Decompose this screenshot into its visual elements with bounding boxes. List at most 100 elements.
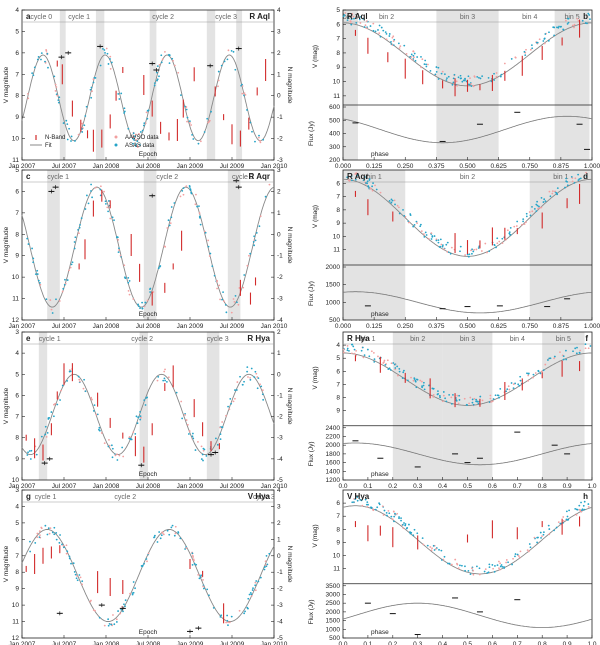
survey-point — [468, 253, 471, 256]
survey-point — [32, 257, 35, 260]
x-tick-label: 0.750 — [522, 323, 539, 330]
flux-tick-label: 500 — [329, 635, 340, 642]
survey-point — [442, 558, 445, 561]
survey-point — [227, 405, 230, 408]
survey-point — [205, 455, 208, 457]
survey-point — [424, 59, 427, 62]
survey-point — [128, 293, 131, 296]
flux-tick-label: 500 — [329, 117, 340, 124]
survey-point — [372, 182, 374, 185]
y-tick-label: 8 — [15, 435, 19, 442]
survey-point — [548, 190, 551, 193]
survey-point — [501, 237, 504, 240]
survey-point — [266, 563, 269, 566]
survey-point — [191, 552, 194, 555]
panel-letter: f — [585, 334, 588, 343]
survey-point — [516, 220, 519, 223]
flux-tick-label: 3000 — [326, 591, 341, 598]
survey-point — [575, 513, 578, 516]
cycle-band — [236, 10, 243, 160]
survey-point — [158, 531, 161, 533]
survey-point — [202, 449, 205, 452]
survey-point — [49, 299, 52, 301]
survey-point — [198, 577, 201, 580]
survey-point — [186, 116, 189, 119]
y-tick-label: 5 — [336, 7, 340, 14]
survey-point — [478, 76, 480, 79]
survey-point — [143, 122, 146, 125]
survey-point — [401, 523, 404, 526]
survey-point — [32, 261, 35, 264]
survey-point — [473, 76, 476, 78]
survey-point — [393, 515, 396, 518]
survey-point — [36, 269, 39, 272]
x-tick-label: 0.375 — [428, 323, 445, 330]
survey-point — [578, 351, 581, 354]
survey-point — [219, 426, 222, 429]
x-axis-label: Epoch — [139, 311, 158, 318]
survey-point — [29, 458, 32, 460]
flux-fit-curve — [342, 115, 593, 144]
plot-frame — [21, 489, 275, 639]
survey-point — [477, 402, 480, 405]
survey-point — [495, 72, 498, 74]
survey-point — [542, 40, 545, 42]
survey-point — [223, 300, 225, 303]
survey-point — [219, 615, 222, 618]
survey-point — [386, 359, 389, 362]
survey-point — [91, 196, 93, 199]
y-tick-label: 6 — [15, 50, 19, 57]
survey-point — [391, 44, 394, 46]
survey-point — [50, 308, 53, 311]
flux-tick-label: 2000 — [326, 609, 341, 616]
survey-point — [540, 206, 543, 209]
survey-point — [174, 532, 177, 535]
y2-tick-label: 4 — [277, 487, 281, 494]
survey-point — [66, 279, 69, 281]
survey-point — [530, 44, 533, 47]
survey-point — [51, 531, 54, 534]
survey-point — [385, 38, 388, 41]
y-tick-label: 8 — [15, 93, 19, 100]
survey-point — [61, 290, 64, 293]
survey-point — [548, 31, 550, 34]
flux-tick-label: 200 — [329, 157, 340, 164]
survey-point — [39, 283, 42, 286]
bin-label: bin 1 — [553, 174, 568, 181]
y2-tick-label: 0 — [277, 553, 281, 560]
survey-point — [391, 36, 394, 39]
survey-point — [79, 380, 81, 383]
survey-point — [198, 215, 201, 218]
legend-swatch — [114, 135, 118, 139]
survey-point — [533, 208, 536, 210]
survey-point — [68, 370, 71, 373]
survey-point — [164, 379, 167, 382]
survey-point — [405, 52, 408, 55]
survey-point — [354, 178, 357, 181]
y2-tick-label: 2 — [277, 50, 281, 57]
survey-point — [45, 436, 48, 438]
survey-point — [383, 509, 386, 512]
survey-point — [141, 564, 144, 567]
y-tick-label: 7 — [336, 194, 340, 201]
x-tick-label: 1.0 — [587, 483, 596, 490]
survey-point — [541, 370, 543, 373]
survey-point — [84, 208, 87, 210]
survey-point — [153, 536, 156, 539]
survey-point — [156, 541, 159, 543]
survey-point — [93, 77, 96, 79]
flux-tick-label: 1000 — [326, 626, 341, 633]
survey-point — [540, 536, 542, 539]
survey-point — [430, 238, 433, 240]
survey-point — [354, 498, 357, 501]
survey-point — [553, 26, 556, 29]
flux-tick-label: 1800 — [326, 451, 341, 458]
survey-point — [385, 511, 388, 514]
x-tick-label: 0.1 — [363, 483, 372, 490]
x-tick-label: Jan 2010 — [261, 323, 288, 330]
survey-point — [135, 138, 137, 141]
survey-point — [398, 370, 401, 373]
survey-point — [57, 397, 60, 400]
x-tick-label: Jan 2009 — [177, 163, 204, 170]
